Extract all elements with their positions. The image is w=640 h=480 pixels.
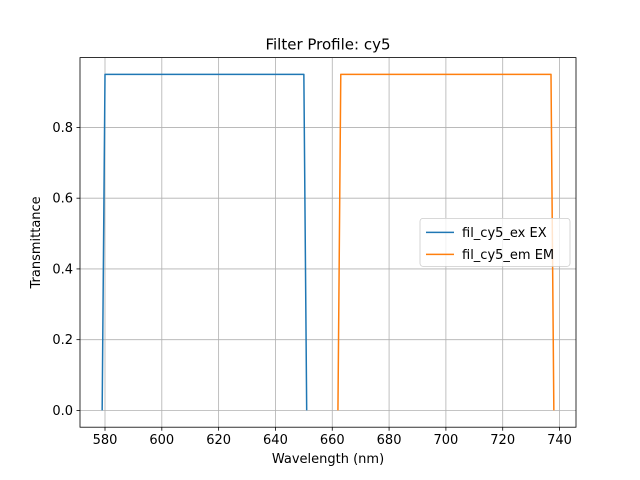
- grid-layer: [80, 57, 576, 428]
- legend-label-1: fil_cy5_ex EX: [462, 226, 547, 241]
- x-tick-label: 720: [490, 433, 515, 448]
- x-tick-label: 680: [377, 433, 402, 448]
- x-axis-label: Wavelength (nm): [272, 452, 384, 467]
- legend-box: [419, 217, 571, 267]
- y-tick-label: 0.2: [52, 333, 73, 348]
- x-tick-label: 620: [206, 433, 231, 448]
- x-tick-label: 640: [263, 433, 288, 448]
- x-tick-label: 600: [149, 433, 174, 448]
- x-tick-label: 580: [93, 433, 118, 448]
- chart-title: Filter Profile: cy5: [265, 36, 390, 54]
- y-tick-label: 0.4: [52, 262, 73, 277]
- y-axis-label: Transmittance: [29, 196, 44, 289]
- ticks-layer: 580 600 620 640 660 680 700 720 740 0.0 0.2 0.4 0.6 0…: [52, 121, 572, 448]
- series-line-1: [101, 73, 308, 411]
- x-tick-label: 660: [320, 433, 345, 448]
- y-tick-label: 0.0: [52, 404, 73, 419]
- y-tick-label: 0.8: [52, 121, 73, 136]
- legend-label-2: fil_cy5_em EM: [462, 248, 554, 263]
- x-tick-label: 740: [547, 433, 572, 448]
- y-tick-label: 0.6: [52, 192, 73, 207]
- legend: fil_cy5_ex EX fil_cy5_em EM: [419, 217, 571, 267]
- plot-frame: [79, 57, 577, 428]
- x-tick-label: 700: [433, 433, 458, 448]
